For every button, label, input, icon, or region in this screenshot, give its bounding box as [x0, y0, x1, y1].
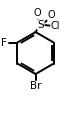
Text: S: S: [37, 20, 44, 30]
Text: Br: Br: [30, 81, 41, 91]
Text: Cl: Cl: [50, 21, 60, 31]
Text: O: O: [48, 10, 55, 20]
Text: F: F: [1, 38, 6, 48]
Text: O: O: [34, 7, 41, 17]
